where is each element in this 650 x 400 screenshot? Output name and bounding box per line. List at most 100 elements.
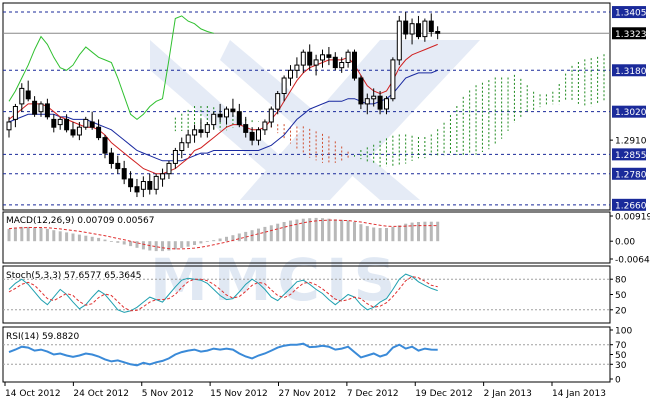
candle-body — [19, 87, 25, 105]
candle-body — [172, 150, 178, 164]
candle-body — [121, 168, 127, 180]
candle — [307, 44, 313, 71]
candle — [96, 119, 102, 141]
candles — [6, 12, 441, 198]
candle — [352, 49, 357, 81]
candle — [371, 88, 377, 107]
macd-bar — [161, 241, 164, 252]
candle — [51, 114, 57, 133]
rsi-level-lines — [3, 344, 610, 365]
candle-body — [32, 100, 38, 115]
candle-body — [332, 56, 338, 69]
rsi-tick-label: 0 — [615, 376, 621, 386]
candle — [320, 49, 325, 68]
candle-body — [83, 118, 89, 128]
candle-body — [160, 173, 166, 180]
macd-bar — [327, 218, 331, 242]
macd-bar — [97, 237, 101, 242]
macd-bar — [13, 227, 17, 242]
macd-bar — [282, 222, 286, 242]
candle — [179, 137, 185, 159]
macd-tick-label: 0.00919 — [615, 213, 650, 223]
price-panel-frame — [2, 2, 611, 211]
macd-bar — [180, 241, 184, 249]
macd-bar — [129, 241, 133, 247]
candle-body — [51, 118, 57, 128]
candle — [396, 15, 402, 66]
macd-bar — [353, 222, 356, 242]
candle-body — [153, 175, 159, 190]
candle-body — [390, 59, 396, 100]
price-panel: 1.3405 1.3323 1.3180 1.3020 1.2910 1.2855 1.27… — [2, 2, 647, 211]
macd-tick-label: -0.00649 — [615, 256, 650, 266]
macd-bar — [141, 241, 145, 250]
candle — [115, 155, 121, 174]
price-tick-label: 1.2910 — [615, 137, 647, 147]
candle-body — [179, 142, 185, 151]
candle-body — [422, 20, 428, 38]
rsi-tick-label: 100 — [615, 327, 632, 337]
candle-body — [64, 118, 70, 131]
candle — [256, 127, 261, 146]
macd-bar — [199, 241, 203, 244]
candle — [268, 106, 274, 128]
macd-bar — [263, 226, 267, 242]
macd-bar — [314, 217, 318, 242]
candle-body — [300, 51, 306, 66]
macd-bar — [45, 228, 49, 242]
candle — [57, 116, 63, 130]
candle-body — [256, 129, 261, 141]
macd-bar — [212, 240, 216, 242]
candle-body — [44, 103, 50, 118]
candle — [281, 75, 287, 102]
candle — [409, 18, 415, 45]
macd-bar — [385, 228, 388, 242]
macd-bar — [90, 236, 94, 242]
candle — [153, 173, 159, 195]
macd-bar — [423, 221, 427, 242]
candle — [38, 101, 44, 117]
macd-histogram — [7, 217, 440, 252]
macd-bar — [333, 219, 337, 242]
candle — [262, 119, 268, 135]
candle — [313, 54, 319, 76]
rsi-line — [8, 342, 438, 367]
candle — [403, 12, 409, 40]
date-tick-label: 2 Jan 2013 — [484, 389, 532, 399]
candle — [236, 103, 242, 128]
candle-body — [25, 90, 31, 100]
macd-bar — [167, 241, 171, 251]
candle-body — [371, 95, 377, 100]
date-tick-label: 19 Dec 2012 — [415, 389, 473, 399]
chikou-line — [8, 15, 214, 121]
macd-bar — [257, 228, 260, 242]
macd-bar — [26, 226, 30, 242]
candle — [377, 90, 383, 115]
candle-body — [102, 137, 108, 154]
candle-body — [428, 20, 434, 32]
price-tick-label: 1.3405 — [615, 9, 647, 19]
candle-body — [268, 108, 274, 123]
price-tick-label: 1.3323 — [615, 30, 647, 40]
candle-body — [339, 62, 345, 69]
candle — [32, 96, 38, 117]
candle — [358, 75, 364, 110]
stoch-axis: 80 50 20 — [610, 276, 627, 316]
date-tick-label: 15 Nov 2012 — [210, 389, 268, 399]
macd-panel-frame — [2, 211, 611, 264]
watermark-arrow — [240, 40, 480, 200]
candle — [249, 127, 255, 146]
candle-body — [275, 93, 281, 110]
candle — [275, 90, 281, 115]
candle — [70, 122, 76, 138]
candle-body — [352, 51, 357, 79]
macd-bar — [58, 231, 62, 242]
macd-panel: MACD(12,26,9) 0.00709 0.00567 0.009190.0… — [2, 211, 650, 266]
candle-body — [134, 186, 140, 193]
candle-body — [198, 129, 204, 133]
candle-body — [96, 126, 102, 139]
macd-signal-line — [8, 219, 438, 250]
candle-body — [262, 121, 268, 131]
candle-body — [57, 118, 63, 126]
